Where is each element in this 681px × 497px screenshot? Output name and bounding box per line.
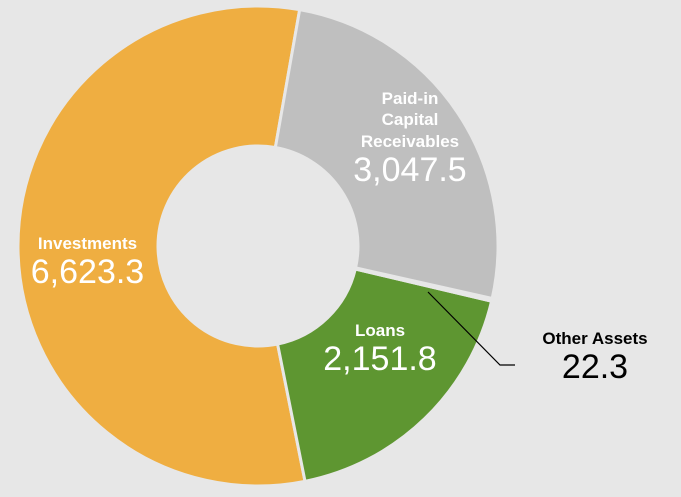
donut-slice — [273, 7, 500, 301]
value-label: 3,047.5 — [353, 150, 467, 189]
category-name: Other Assets — [542, 329, 648, 348]
leader-line — [427, 291, 515, 366]
value-label: 2,151.8 — [323, 340, 437, 379]
category-name: Loans — [354, 321, 406, 340]
value-label: 6,623.3 — [30, 253, 145, 292]
category-name: Investments — [37, 234, 138, 253]
slice-label: Other Assets 22.3 — [510, 328, 680, 387]
slice-label: Investments 6,623.3 — [0, 233, 175, 292]
slice-label: Loans 2,151.8 — [300, 320, 460, 379]
category-name: Paid-in Capital Receivables — [360, 89, 460, 151]
donut-slice — [275, 267, 494, 484]
donut-slice — [16, 4, 307, 488]
slice-label: Paid-in Capital Receivables 3,047.5 — [325, 88, 495, 189]
value-label: 22.3 — [561, 348, 629, 387]
